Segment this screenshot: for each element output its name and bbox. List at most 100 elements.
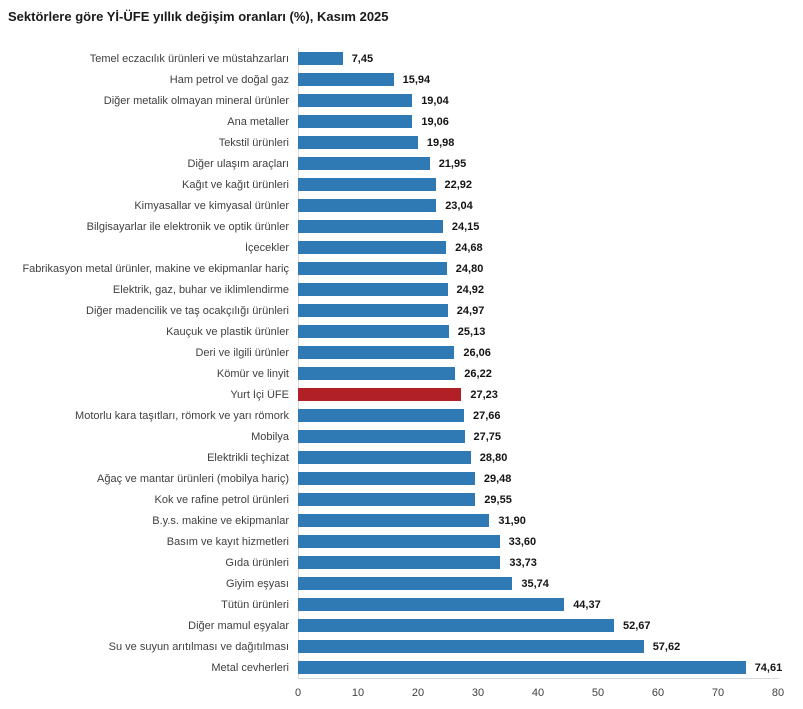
x-axis: 0 10 20 30 40 50 60 70 80 <box>294 687 784 701</box>
chart-row: Deri ve ilgili ürünler 26,06 <box>0 342 803 363</box>
chart-row: Kağıt ve kağıt ürünleri 22,92 <box>0 174 803 195</box>
bar <box>298 136 418 149</box>
category-label: Metal cevherleri <box>211 661 289 674</box>
bar <box>298 73 394 86</box>
category-label: İçecekler <box>244 241 289 254</box>
chart-row: Ağaç ve mantar ürünleri (mobilya hariç) 2… <box>0 468 803 489</box>
plot-cell: 19,06 <box>298 111 803 132</box>
value-label: 52,67 <box>623 619 651 632</box>
chart-row: Kömür ve linyit 26,22 <box>0 363 803 384</box>
chart-row: Fabrikasyon metal ürünler, makine ve eki… <box>0 258 803 279</box>
plot-cell: 52,67 <box>298 615 803 636</box>
plot-cell: 24,15 <box>298 216 803 237</box>
value-label: 57,62 <box>652 640 681 653</box>
category-label: Elektrik, gaz, buhar ve iklimlendirme <box>112 283 289 296</box>
category-label: Diğer madencilik ve taş ocakçılığı ürünl… <box>86 304 289 317</box>
chart-row: Kauçuk ve plastik ürünler 25,13 <box>0 321 803 342</box>
plot-cell: 29,48 <box>298 468 803 489</box>
chart-row: Basım ve kayıt hizmetleri 33,60 <box>0 531 803 552</box>
bar <box>298 178 436 191</box>
category-label: Mobilya <box>251 430 289 443</box>
plot-cell: 21,95 <box>298 153 803 174</box>
value-label: 26,22 <box>464 367 492 380</box>
chart-row: Kok ve rafine petrol ürünleri 29,55 <box>0 489 803 510</box>
value-label: 24,68 <box>455 241 483 254</box>
value-label: 29,48 <box>483 472 512 485</box>
category-label: Kağıt ve kağıt ürünleri <box>181 178 289 191</box>
category-label: Kok ve rafine petrol ürünleri <box>154 493 289 506</box>
bar <box>298 304 448 317</box>
chart-row: İçecekler 24,68 <box>0 237 803 258</box>
bar <box>298 262 447 275</box>
category-label: Diğer mamul eşyalar <box>188 619 289 632</box>
plot-cell: 33,73 <box>298 552 803 573</box>
plot-cell: 35,74 <box>298 573 803 594</box>
bar <box>298 199 437 212</box>
plot-cell: 27,66 <box>298 405 803 426</box>
value-label: 26,06 <box>463 346 491 359</box>
x-tick-label: 70 <box>711 687 725 699</box>
chart-rows: Temel eczacılık ürünleri ve müstahzarlar… <box>0 48 803 678</box>
category-label: Su ve suyun arıtılması ve dağıtılması <box>108 640 289 653</box>
category-label: Fabrikasyon metal ürünler, makine ve eki… <box>22 262 289 275</box>
chart-row: Ana metaller 19,06 <box>0 111 803 132</box>
plot-cell: 57,62 <box>298 636 803 657</box>
plot-cell: 24,97 <box>298 300 803 321</box>
category-label: Basım ve kayıt hizmetleri <box>166 535 289 548</box>
category-label: Temel eczacılık ürünleri ve müstahzarlar… <box>89 52 289 65</box>
value-label: 35,74 <box>521 577 549 590</box>
x-tick-label: 50 <box>591 687 605 699</box>
value-label: 15,94 <box>402 73 431 86</box>
value-label: 19,04 <box>421 94 449 107</box>
plot-cell: 26,06 <box>298 342 803 363</box>
value-label: 24,97 <box>456 304 485 317</box>
plot-cell: 24,92 <box>298 279 803 300</box>
plot-cell: 74,61 <box>298 657 803 678</box>
value-label: 19,06 <box>421 115 449 128</box>
bar-highlight <box>298 388 462 401</box>
value-label: 22,92 <box>444 178 473 191</box>
category-label: B.y.s. makine ve ekipmanlar <box>152 514 289 527</box>
chart-row: Elektrikli teçhizat 28,80 <box>0 447 803 468</box>
bar <box>298 325 449 338</box>
category-label: Tekstil ürünleri <box>218 136 289 149</box>
category-label: Ağaç ve mantar ürünleri (mobilya hariç) <box>97 472 289 485</box>
bar <box>298 556 501 569</box>
value-label: 74,61 <box>754 661 783 674</box>
value-label: 27,23 <box>470 388 498 401</box>
value-label: 44,37 <box>573 598 601 611</box>
chart-row: B.y.s. makine ve ekipmanlar 31,90 <box>0 510 803 531</box>
chart-row: Motorlu kara taşıtları, römork ve yarı r… <box>0 405 803 426</box>
bar <box>298 640 644 653</box>
plot-cell: 27,23 <box>298 384 803 405</box>
bar <box>298 115 413 128</box>
bar <box>298 598 565 611</box>
y-axis-line <box>298 48 299 678</box>
plot-cell: 29,55 <box>298 489 803 510</box>
chart-row: Temel eczacılık ürünleri ve müstahzarlar… <box>0 48 803 69</box>
plot-cell: 7,45 <box>298 48 803 69</box>
value-label: 27,66 <box>473 409 501 422</box>
chart-row: Giyim eşyası 35,74 <box>0 573 803 594</box>
plot-cell: 19,98 <box>298 132 803 153</box>
chart-row: Ham petrol ve doğal gaz 15,94 <box>0 69 803 90</box>
x-tick-label: 0 <box>294 687 302 699</box>
chart-row: Gıda ürünleri 33,73 <box>0 552 803 573</box>
category-label: Elektrikli teçhizat <box>207 451 289 464</box>
value-label: 24,15 <box>451 220 480 233</box>
plot-cell: 28,80 <box>298 447 803 468</box>
bar <box>298 619 614 632</box>
plot-cell: 19,04 <box>298 90 803 111</box>
category-label: Diğer metalik olmayan mineral ürünler <box>103 94 289 107</box>
plot-cell: 26,22 <box>298 363 803 384</box>
value-label: 33,60 <box>508 535 537 548</box>
bar <box>298 157 430 170</box>
chart-row: Tütün ürünleri 44,37 <box>0 594 803 615</box>
category-label: Kimyasallar ve kimyasal ürünler <box>134 199 289 212</box>
bar <box>298 52 343 65</box>
category-label: Giyim eşyası <box>226 577 289 590</box>
bar <box>298 577 513 590</box>
category-label: Kömür ve linyit <box>216 367 289 380</box>
bar <box>298 220 443 233</box>
value-label: 24,92 <box>456 283 485 296</box>
